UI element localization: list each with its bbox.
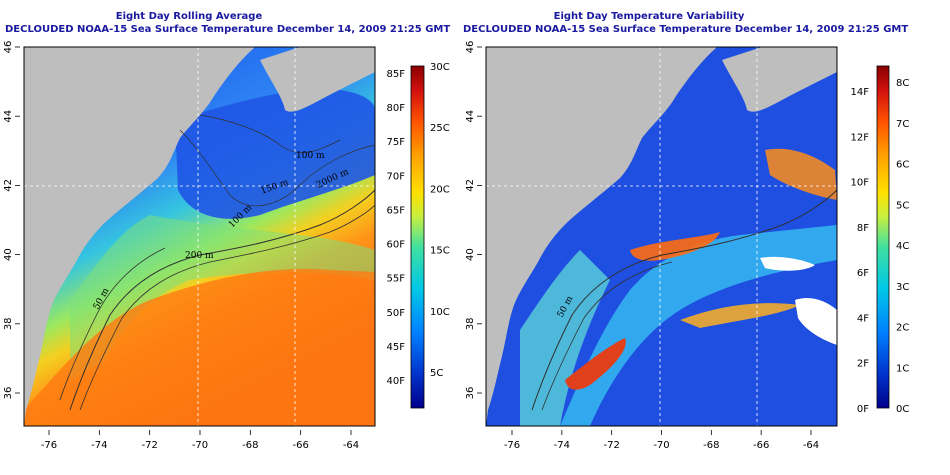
right-shelf-variability <box>560 225 837 426</box>
right-panel-subtitle: DECLOUDED NOAA-15 Sea Surface Temperatur… <box>463 24 909 35</box>
left-sst-map: 50 m 200 m 100 m 150 m 2000 m 100 m <box>24 47 375 426</box>
right-colorbar-fahrenheit-label: 8F <box>857 223 869 234</box>
left-colorbar-fahrenheit-label: 70F <box>387 171 406 182</box>
left-shelf-water <box>70 215 375 380</box>
left-colorbar-fahrenheit-label: 45F <box>387 342 406 353</box>
right-hotspot <box>765 148 837 200</box>
right-lat-tick-label: 36 <box>465 387 476 400</box>
right-variability-map: 50 m <box>486 47 837 426</box>
left-bathymetry-contour <box>199 114 341 153</box>
right-hotspot <box>680 303 800 328</box>
left-colorbar-celsius-label: 5C <box>430 368 443 379</box>
right-colorbar-celsius-label: 7C <box>896 119 909 130</box>
left-lon-axis: -76 -74 -72 -70 -68 -66 -64 <box>41 430 359 451</box>
left-bathymetry-contour <box>59 247 166 401</box>
left-colorbar-celsius-label: 20C <box>430 184 450 195</box>
right-lon-axis: -76 -74 -72 -70 -68 -66 -64 <box>504 430 819 451</box>
right-panel-title: Eight Day Temperature Variability <box>553 11 745 22</box>
left-lon-tick-label: -74 <box>91 440 107 451</box>
left-colorbar-fahrenheit-label: 65F <box>387 205 406 216</box>
right-colorbar-celsius-label: 6C <box>896 160 909 171</box>
left-contour-label: 200 m <box>185 251 214 261</box>
right-hotspot <box>565 338 626 390</box>
left-gulf-stream-warm-water <box>24 268 375 426</box>
left-colorbar-celsius-label: 15C <box>430 246 450 257</box>
right-lat-axis: 36 38 40 42 44 46 <box>465 41 482 400</box>
right-colorbar-fahrenheit-label: 4F <box>857 313 869 324</box>
left-colorbar-celsius-label: 30C <box>430 62 450 73</box>
left-lon-tick-label: -68 <box>242 440 258 451</box>
left-lat-tick-label: 36 <box>3 387 14 400</box>
right-lon-tick-label: -76 <box>504 440 520 451</box>
left-panel-title: Eight Day Rolling Average <box>115 11 263 22</box>
left-contour-label: 100 m <box>296 151 325 161</box>
left-bathymetry-contour <box>69 189 375 411</box>
right-lat-tick-label: 42 <box>465 179 476 192</box>
left-colorbar-fahrenheit-label: 40F <box>387 376 406 387</box>
left-map-frame <box>23 46 376 427</box>
left-lon-tick-label: -64 <box>343 440 359 451</box>
right-lon-tick-label: -72 <box>603 440 619 451</box>
right-colorbar <box>876 65 890 409</box>
left-lon-tick-label: -70 <box>192 440 208 451</box>
right-colorbar-fahrenheit-label: 10F <box>851 178 870 189</box>
left-bathymetry-contour <box>79 204 375 411</box>
right-lon-tick-label: -64 <box>803 440 819 451</box>
right-colorbar-celsius-label: 0C <box>896 404 909 415</box>
right-colorbar-celsius-label: 4C <box>896 241 909 252</box>
right-colorbar-fahrenheit-label: 6F <box>857 268 869 279</box>
right-colorbar-fahrenheit-label: 12F <box>851 132 870 143</box>
right-colorbar-celsius-label: 2C <box>896 323 909 334</box>
left-lat-axis: 36 38 40 42 44 46 <box>3 41 20 400</box>
right-cloud-gap <box>795 298 837 345</box>
left-colorbar-celsius-label: 10C <box>430 307 450 318</box>
right-bathymetry-contour <box>541 261 673 411</box>
right-colorbar-fahrenheit-label: 0F <box>857 404 869 415</box>
right-colorbar-fahrenheit-label: 2F <box>857 359 869 370</box>
right-colorbar-celsius-label: 3C <box>896 282 909 293</box>
right-lat-tick-label: 38 <box>465 317 476 330</box>
left-lat-tick-label: 44 <box>3 110 14 123</box>
left-colorbar-celsius-label: 25C <box>430 123 450 134</box>
left-colorbar <box>410 65 425 409</box>
left-lon-tick-label: -72 <box>141 440 157 451</box>
right-colorbar-celsius-label: 1C <box>896 363 909 374</box>
right-map-frame <box>485 46 838 427</box>
right-colorbar-fahrenheit-label: 14F <box>851 87 870 98</box>
left-colorbar-fahrenheit-label: 55F <box>387 274 406 285</box>
right-lat-tick-label: 46 <box>465 41 476 54</box>
right-nova-scotia-land <box>722 47 837 112</box>
right-bathymetry-contour <box>531 189 837 411</box>
right-hotspot <box>630 232 720 261</box>
right-land-mass <box>486 47 717 426</box>
left-bathymetry-contour <box>179 129 375 207</box>
left-lat-tick-label: 38 <box>3 317 14 330</box>
left-lat-tick-label: 40 <box>3 248 14 261</box>
right-lon-tick-label: -74 <box>554 440 570 451</box>
left-nova-scotia-land <box>260 47 375 112</box>
left-lon-tick-label: -66 <box>292 440 308 451</box>
left-colorbar-fahrenheit-label: 50F <box>387 308 406 319</box>
left-colorbar-fahrenheit-label: 60F <box>387 240 406 251</box>
right-lon-tick-label: -68 <box>703 440 719 451</box>
right-lon-tick-label: -70 <box>653 440 669 451</box>
left-lat-tick-label: 46 <box>3 41 14 54</box>
left-lon-tick-label: -76 <box>41 440 57 451</box>
left-lat-tick-label: 42 <box>3 179 14 192</box>
left-colorbar-labels: 85F 80F 75F 70F 65F 60F 55F 50F 45F 40F 30C 25C 20C 1… <box>387 62 450 387</box>
left-panel-subtitle: DECLOUDED NOAA-15 Sea Surface Temperatur… <box>5 24 451 35</box>
right-lon-tick-label: -66 <box>753 440 769 451</box>
left-land-mass <box>24 47 255 426</box>
left-colorbar-fahrenheit-label: 85F <box>387 69 406 80</box>
right-colorbar-labels: 14F 12F 10F 8F 6F 4F 2F 0F 8C 7C 6C 5C 4C 3C 2C 1C 0C <box>851 78 910 415</box>
right-cloud-gap <box>760 256 815 271</box>
right-lat-tick-label: 40 <box>465 248 476 261</box>
right-colorbar-celsius-label: 8C <box>896 78 909 89</box>
left-colorbar-fahrenheit-label: 80F <box>387 103 406 114</box>
right-lat-tick-label: 44 <box>465 110 476 123</box>
right-colorbar-celsius-label: 5C <box>896 200 909 211</box>
left-colorbar-fahrenheit-label: 75F <box>387 137 406 148</box>
